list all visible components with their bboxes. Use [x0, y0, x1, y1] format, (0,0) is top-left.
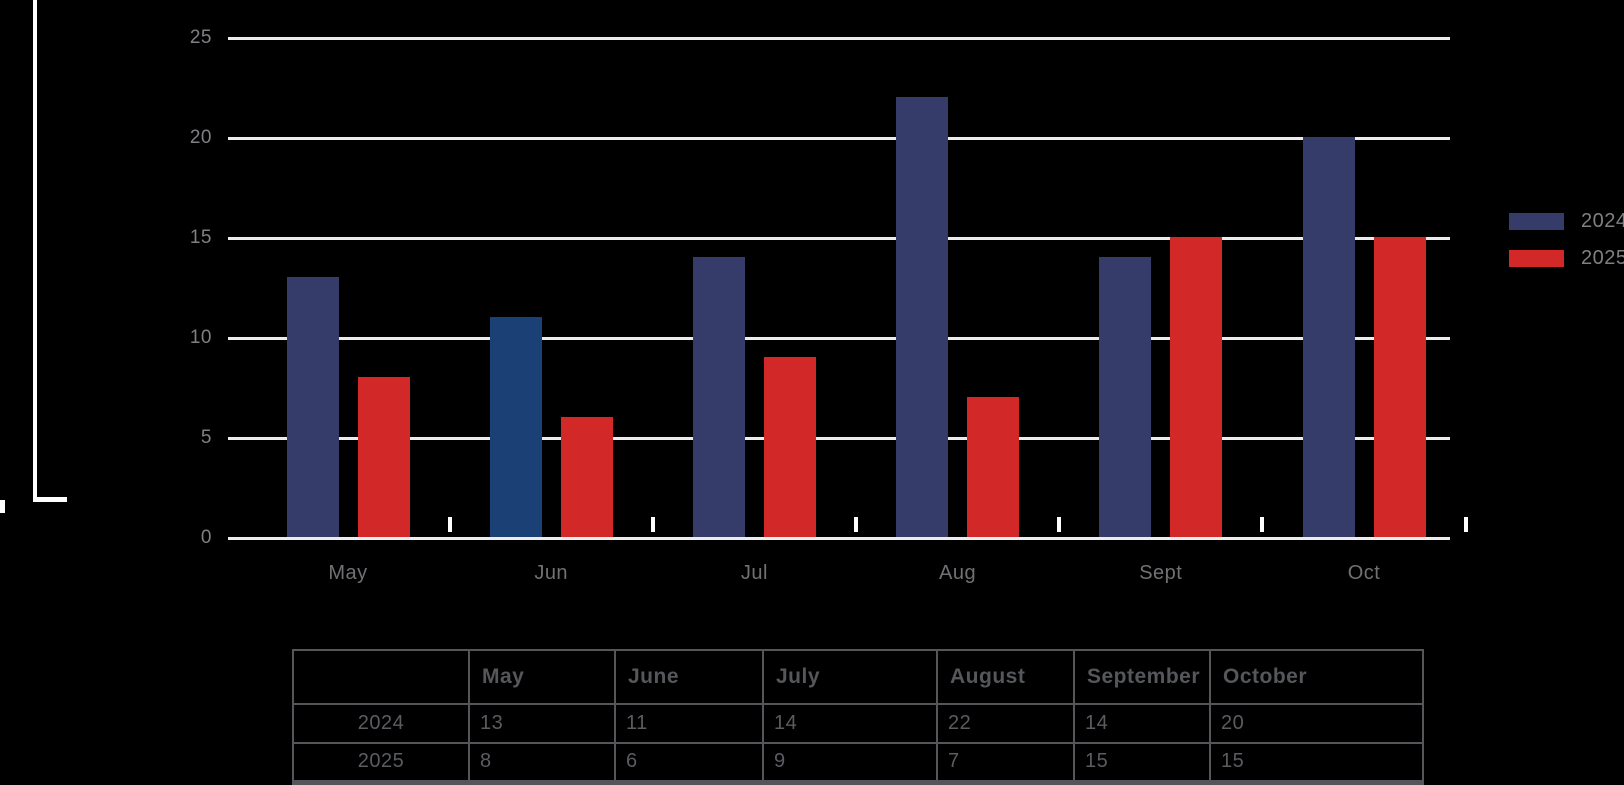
gridline-25 [228, 37, 1450, 40]
cell-2024-july: 14 [762, 703, 938, 744]
x-axis-label-may: May [328, 562, 368, 584]
x-axis-label-oct: Oct [1347, 562, 1381, 584]
cell-2025-september: 15 [1073, 742, 1211, 783]
legend-swatch-2024 [1509, 213, 1564, 230]
chart-legend: 2024 2025 [1509, 210, 1624, 287]
table-row-2025: 2025 8 6 9 7 15 15 [292, 742, 1424, 783]
x-axis-label-sept: Sept [1139, 562, 1183, 584]
cell-2025-august: 7 [936, 742, 1075, 783]
frame-edge-tick [0, 500, 5, 513]
cell-2024-august: 22 [936, 703, 1075, 744]
table-row-2024: 2024 13 11 14 22 14 20 [292, 703, 1424, 744]
table-header-september: September [1073, 649, 1211, 705]
gridline-5 [228, 437, 1450, 440]
month-separator-tick-6 [1463, 517, 1468, 532]
bar-2024-jul [692, 257, 745, 537]
legend-label-2024: 2024 [1581, 210, 1624, 232]
legend-item-2024: 2024 [1509, 210, 1624, 232]
month-separator-tick-5 [1260, 517, 1265, 532]
gridline-10 [228, 337, 1450, 340]
row-label-2024: 2024 [292, 703, 470, 744]
y-axis-label-0: 0 [200, 527, 212, 548]
y-axis-label-25: 25 [189, 27, 212, 48]
bar-2025-aug [967, 397, 1020, 537]
bar-2025-may [357, 377, 410, 537]
gridline-0 [228, 537, 1450, 540]
cell-2025-june: 6 [614, 742, 764, 783]
legend-item-2025: 2025 [1509, 247, 1624, 269]
frame-corner-line [33, 497, 67, 502]
x-axis-label-aug: Aug [939, 562, 977, 584]
data-table: May June July August September October 2024 13 1… [292, 649, 1424, 785]
table-header-july: July [762, 649, 938, 705]
bar-2024-sept [1099, 257, 1152, 537]
month-separator-tick-3 [854, 517, 858, 532]
cell-2024-october: 20 [1209, 703, 1424, 744]
gridline-20 [228, 137, 1450, 140]
bar-2025-jun [560, 417, 613, 537]
cell-2025-july: 9 [762, 742, 938, 783]
bar-2025-sept [1170, 237, 1223, 537]
month-separator-tick-1 [447, 517, 452, 532]
bar-2024-may [286, 277, 339, 537]
bar-2024-oct [1302, 137, 1355, 537]
cell-2025-may: 8 [468, 742, 616, 783]
cell-2024-may: 13 [468, 703, 616, 744]
bar-2024-aug [896, 97, 949, 537]
row-label-2025: 2025 [292, 742, 470, 783]
month-separator-tick-2 [650, 517, 655, 532]
y-axis-label-5: 5 [200, 427, 212, 448]
frame-vertical-line [33, 0, 37, 502]
table-header-october: October [1209, 649, 1424, 705]
table-header-august: August [936, 649, 1075, 705]
y-axis-label-20: 20 [189, 127, 212, 148]
y-axis-label-15: 15 [189, 227, 212, 248]
month-separator-tick-4 [1057, 517, 1062, 532]
legend-swatch-2025 [1509, 250, 1564, 267]
cell-2025-october: 15 [1209, 742, 1424, 783]
table-header-row: May June July August September October [292, 649, 1424, 705]
gridline-15 [228, 237, 1450, 240]
cell-2024-september: 14 [1073, 703, 1211, 744]
cell-2024-june: 11 [614, 703, 764, 744]
x-axis-label-jun: Jun [534, 562, 569, 584]
bar-2024-jun [489, 317, 542, 537]
y-axis-label-10: 10 [189, 327, 212, 348]
legend-label-2025: 2025 [1581, 247, 1624, 269]
x-axis-label-jul: Jul [740, 562, 768, 584]
table-header-may: May [468, 649, 616, 705]
table-header-june: June [614, 649, 764, 705]
table-header-empty [292, 649, 470, 705]
bar-2025-jul [763, 357, 816, 537]
bar-2025-oct [1373, 237, 1426, 537]
